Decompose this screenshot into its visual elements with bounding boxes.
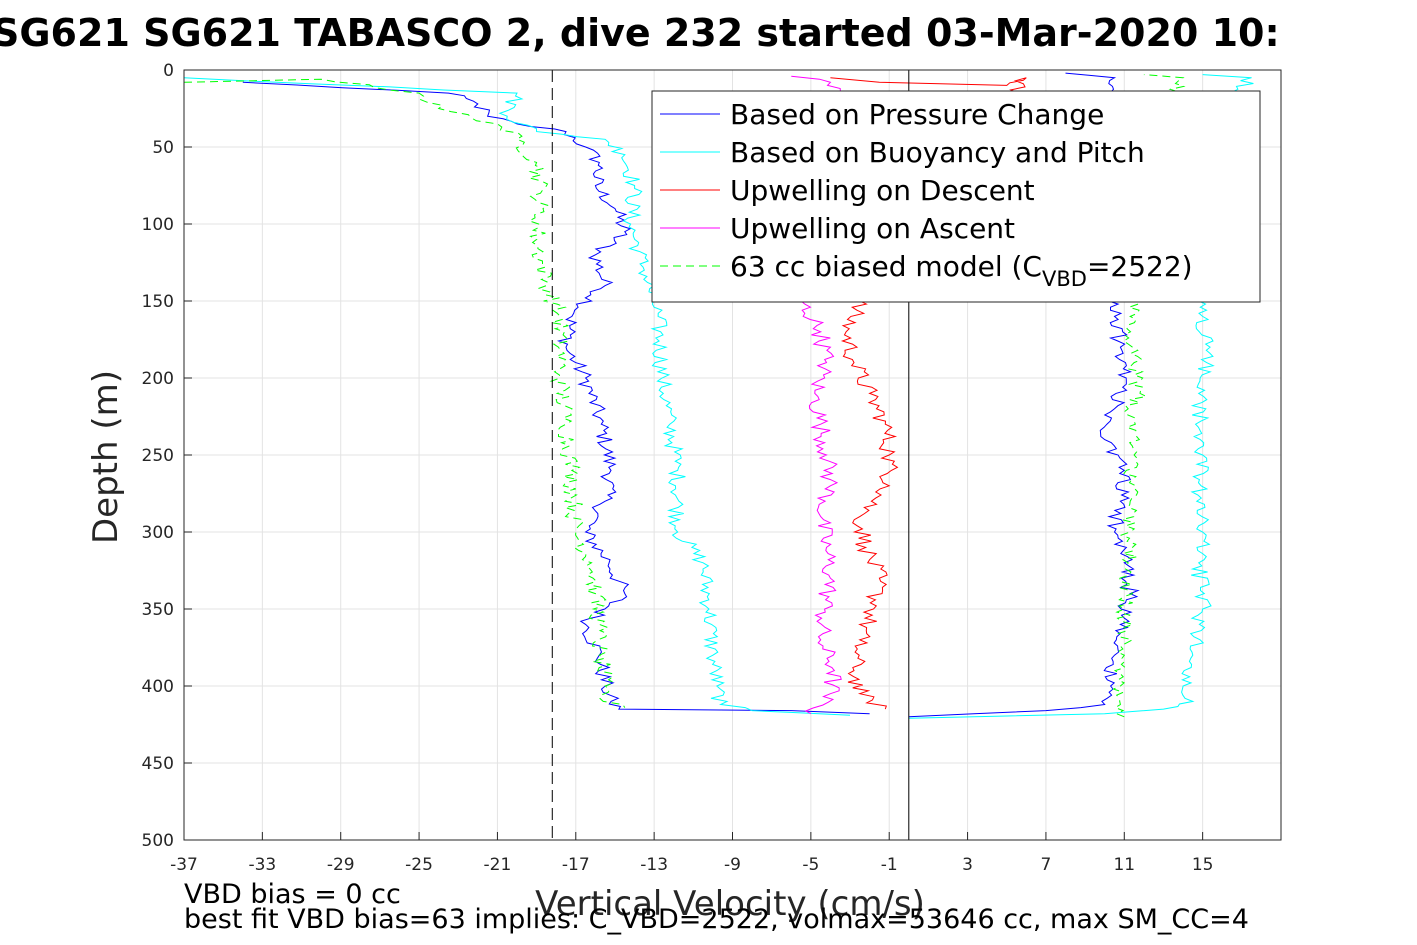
x-tick-label: -25 (405, 855, 433, 875)
x-tick-label: -13 (640, 855, 668, 875)
y-tick-label: 150 (142, 292, 174, 312)
x-tick-label: -17 (562, 855, 590, 875)
series-line-5-descent (183, 78, 626, 708)
legend-label: Based on Buoyancy and Pitch (730, 136, 1145, 169)
x-tick-label: 7 (1041, 855, 1052, 875)
y-tick-label: 0 (163, 61, 174, 81)
x-tick-label: -29 (327, 855, 355, 875)
footer-best-fit: best fit VBD bias=63 implies: C_VBD=2522… (184, 904, 1249, 935)
y-tick-label: 200 (142, 369, 174, 389)
x-tick-label: -33 (248, 855, 276, 875)
x-tick-label: -9 (724, 855, 741, 875)
series-line-1-descent (242, 81, 870, 715)
legend: Based on Pressure Change Based on Buoyanc… (651, 90, 1261, 303)
y-axis-ticks: 0 50 100 150 200 250 300 350 400 450 500 (142, 61, 192, 851)
series-line-2-descent (183, 77, 851, 716)
legend-label-sub: VBD (1042, 267, 1087, 291)
y-tick-label: 300 (142, 523, 174, 543)
x-tick-label: 15 (1192, 855, 1214, 875)
y-tick-label: 400 (142, 677, 174, 697)
x-tick-label: -21 (484, 855, 512, 875)
footer-vbd-bias: VBD bias = 0 cc (184, 879, 401, 910)
y-tick-label: 50 (152, 138, 174, 158)
legend-label-main: 63 cc biased model (C (730, 250, 1042, 283)
legend-label: 63 cc biased model (CVBD=2522) (730, 250, 1193, 291)
y-tick-label: 450 (142, 754, 174, 774)
chart-title: SG621 SG621 TABASCO 2, dive 232 started … (0, 11, 1280, 55)
x-axis-title: Vertical Velocity (cm/s) (535, 884, 925, 924)
x-tick-label: -37 (170, 855, 198, 875)
legend-box (651, 90, 1261, 303)
x-axis-ticks: -37 -33 -29 -25 -21 -17 -13 -9 -5 -1 3 7 11 15 (170, 832, 1213, 875)
legend-entries: Based on Pressure Change Based on Buoyanc… (660, 98, 1193, 291)
legend-label: Upwelling on Descent (730, 174, 1035, 207)
y-axis-title: Depth (m) (86, 370, 126, 544)
x-tick-label: 3 (962, 855, 973, 875)
legend-label: Based on Pressure Change (730, 98, 1104, 131)
y-tick-label: 250 (142, 446, 174, 466)
legend-label: Upwelling on Ascent (730, 212, 1015, 245)
x-tick-label: -5 (802, 855, 819, 875)
legend-label-end: =2522) (1087, 250, 1193, 283)
y-tick-label: 100 (142, 215, 174, 235)
x-tick-label: -1 (881, 855, 898, 875)
y-tick-label: 500 (142, 831, 174, 851)
x-tick-label: 11 (1113, 855, 1135, 875)
y-tick-label: 350 (142, 600, 174, 620)
